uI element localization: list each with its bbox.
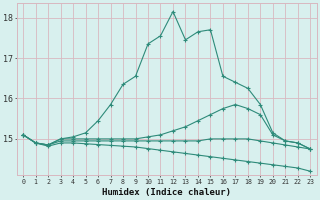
X-axis label: Humidex (Indice chaleur): Humidex (Indice chaleur) bbox=[102, 188, 231, 197]
